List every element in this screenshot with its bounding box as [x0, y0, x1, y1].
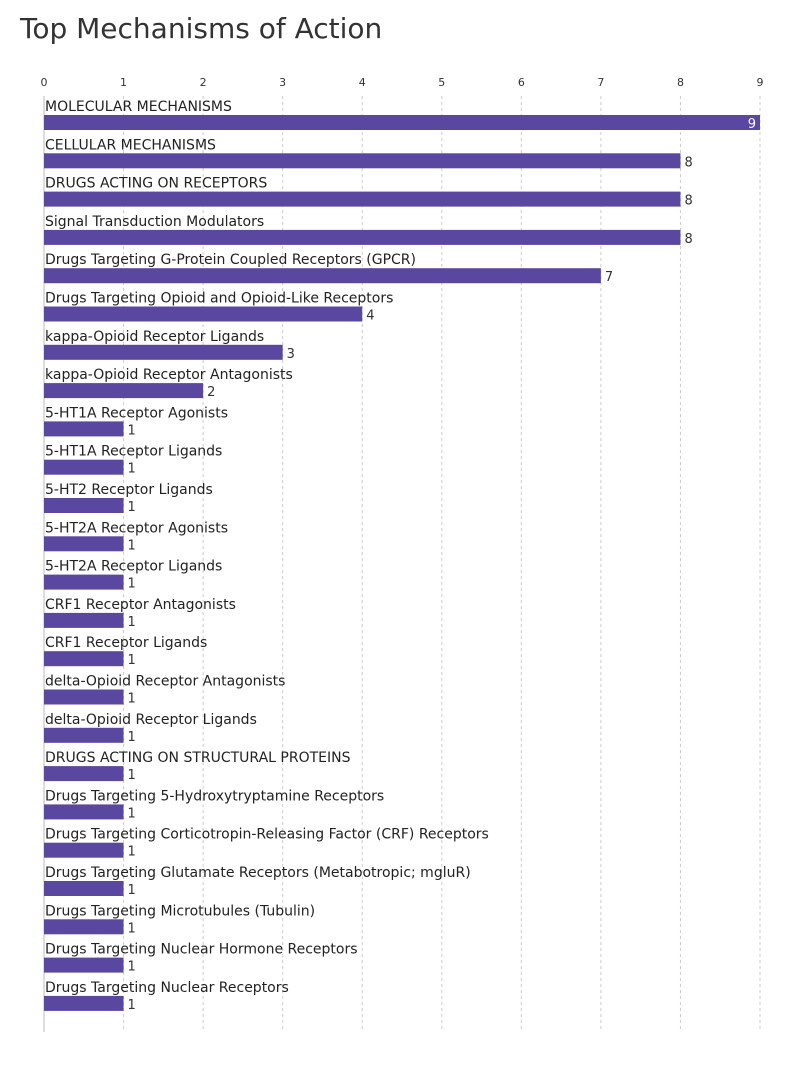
x-tick-label: 2	[200, 76, 207, 89]
category-label: CRF1 Receptor Antagonists	[45, 597, 236, 613]
value-label: 7	[605, 270, 613, 285]
category-label: Drugs Targeting Opioid and Opioid-Like R…	[45, 291, 393, 307]
value-label: 1	[128, 538, 136, 553]
category-label: DRUGS ACTING ON RECEPTORS	[45, 176, 267, 192]
category-label: Drugs Targeting Nuclear Receptors	[45, 980, 289, 996]
bar[interactable]	[44, 459, 124, 475]
value-label: 1	[128, 692, 136, 707]
bar[interactable]	[44, 498, 124, 513]
category-label: 5-HT1A Receptor Agonists	[45, 405, 228, 421]
x-tick-label: 3	[279, 76, 286, 89]
x-tick-label: 9	[757, 76, 764, 89]
value-label: 1	[128, 883, 136, 898]
category-label: kappa-Opioid Receptor Ligands	[45, 329, 264, 345]
category-label: kappa-Opioid Receptor Antagonists	[45, 367, 293, 383]
bar[interactable]	[44, 229, 681, 245]
value-label: 2	[207, 385, 215, 400]
bar[interactable]	[44, 191, 681, 207]
value-label: 1	[128, 998, 136, 1013]
x-tick-label: 0	[41, 76, 48, 89]
bar[interactable]	[44, 306, 363, 322]
category-label: 5-HT2A Receptor Ligands	[45, 559, 222, 575]
x-tick-label: 4	[359, 76, 366, 89]
value-label: 8	[684, 155, 692, 170]
value-label: 9	[748, 117, 756, 132]
bar[interactable]	[44, 842, 124, 858]
bar[interactable]	[44, 651, 124, 667]
category-label: CELLULAR MECHANISMS	[45, 137, 216, 153]
bar[interactable]	[44, 421, 124, 437]
category-label: DRUGS ACTING ON STRUCTURAL PROTEINS	[45, 750, 351, 766]
value-label: 3	[287, 347, 295, 362]
category-label: Drugs Targeting Corticotropin-Releasing …	[45, 827, 489, 843]
x-tick-label: 8	[677, 76, 684, 89]
bar[interactable]	[44, 766, 124, 782]
value-label: 1	[128, 500, 136, 515]
category-label: Drugs Targeting Glutamate Receptors (Met…	[45, 865, 471, 881]
bar[interactable]	[44, 995, 124, 1011]
bar[interactable]	[44, 689, 124, 705]
bar[interactable]	[44, 881, 124, 896]
bar[interactable]	[44, 957, 124, 973]
category-label: Drugs Targeting Microtubules (Tubulin)	[45, 903, 315, 919]
value-label: 8	[684, 194, 692, 209]
bar[interactable]	[44, 919, 124, 935]
category-label: Drugs Targeting 5-Hydroxytryptamine Rece…	[45, 788, 384, 804]
x-tick-label: 7	[597, 76, 604, 89]
value-label: 1	[128, 768, 136, 783]
value-label: 1	[128, 806, 136, 821]
value-label: 1	[128, 960, 136, 975]
bar[interactable]	[44, 727, 124, 743]
bar[interactable]	[44, 574, 124, 590]
category-label: 5-HT2A Receptor Agonists	[45, 520, 228, 536]
category-label: delta-Opioid Receptor Ligands	[45, 712, 257, 728]
bar[interactable]	[44, 115, 760, 130]
category-label: Drugs Targeting Nuclear Hormone Receptor…	[45, 942, 358, 958]
bar[interactable]	[44, 153, 681, 169]
value-label: 1	[128, 423, 136, 438]
bar[interactable]	[44, 536, 124, 552]
bar[interactable]	[44, 804, 124, 820]
bar[interactable]	[44, 344, 283, 360]
category-label: delta-Opioid Receptor Antagonists	[45, 674, 285, 690]
value-labels: 9 8 8 8 7 4 3 2 1 1 1 1 1 1 1 1 1 1 1 1 1 1 1 1	[128, 117, 756, 1013]
value-label: 1	[128, 462, 136, 477]
category-label: Drugs Targeting G-Protein Coupled Recept…	[45, 252, 416, 268]
category-label: 5-HT2 Receptor Ligands	[45, 482, 213, 498]
grid-lines	[43, 96, 761, 1032]
value-label: 8	[684, 232, 692, 247]
x-tick-label: 6	[518, 76, 525, 89]
bar[interactable]	[44, 268, 601, 284]
value-label: 1	[128, 653, 136, 668]
category-labels: MOLECULAR MECHANISMS CELLULAR MECHANISMS D…	[45, 99, 489, 996]
value-label: 4	[366, 309, 374, 324]
x-axis-ticks: 0 1 2 3 4 5 6 7 8 9	[41, 76, 764, 89]
x-tick-label: 5	[438, 76, 445, 89]
value-label: 1	[128, 921, 136, 936]
bars	[44, 115, 760, 1011]
chart-title: Top Mechanisms of Action	[20, 12, 383, 45]
bar[interactable]	[44, 612, 124, 628]
x-tick-label: 1	[120, 76, 127, 89]
value-label: 1	[128, 730, 136, 745]
category-label: MOLECULAR MECHANISMS	[45, 99, 232, 115]
category-label: CRF1 Receptor Ligands	[45, 635, 207, 651]
value-label: 1	[128, 577, 136, 592]
bar[interactable]	[44, 383, 204, 399]
value-label: 1	[128, 845, 136, 860]
category-label: Signal Transduction Modulators	[45, 214, 264, 230]
value-label: 1	[128, 615, 136, 630]
category-label: 5-HT1A Receptor Ligands	[45, 444, 222, 460]
